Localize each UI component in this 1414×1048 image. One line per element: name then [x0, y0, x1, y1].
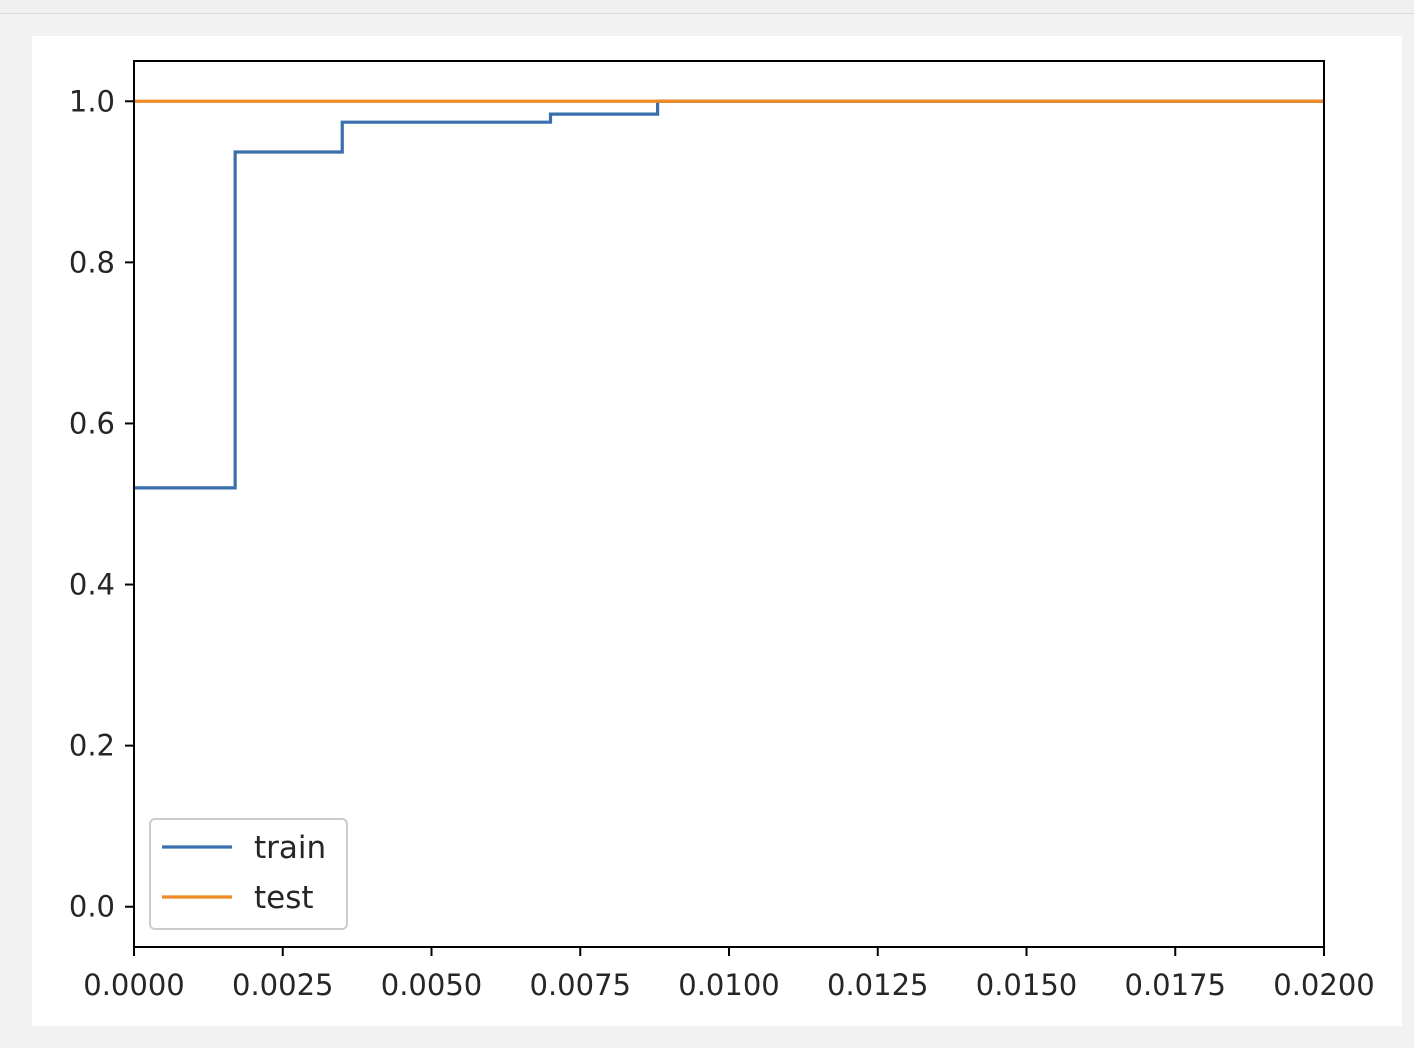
window-top-strip	[0, 0, 1414, 14]
x-tick-label: 0.0050	[381, 968, 482, 1002]
y-tick-label: 0.2	[69, 729, 115, 763]
series-layer	[134, 99, 1324, 490]
plot-background	[134, 61, 1324, 947]
line-chart: 0.0000 0.0025 0.0050 0.0075 0.0100 0.0125 0.01…	[69, 60, 1375, 1002]
legend-label-test: test	[254, 880, 314, 916]
y-tick-label: 1.0	[69, 84, 115, 118]
x-tick-label: 0.0100	[678, 968, 779, 1002]
y-tick-label: 0.8	[69, 245, 115, 279]
x-tick-label: 0.0150	[976, 968, 1077, 1002]
legend: train test	[149, 818, 348, 930]
chart-figure: 0.0000 0.0025 0.0050 0.0075 0.0100 0.0125 0.01…	[32, 36, 1402, 1026]
x-tick-label: 0.0000	[83, 968, 184, 1002]
axes-layer: 0.0000 0.0025 0.0050 0.0075 0.0100 0.0125 0.01…	[69, 60, 1375, 1002]
y-tick-label: 0.6	[69, 406, 115, 440]
series-line-train	[134, 99, 1324, 490]
plot-area	[134, 61, 1324, 947]
y-tick-label: 0.0	[69, 890, 115, 924]
x-tick-label: 0.0125	[827, 968, 928, 1002]
legend-label-train: train	[254, 830, 326, 866]
y-tick-label: 0.4	[69, 568, 115, 602]
x-tick-label: 0.0175	[1125, 968, 1226, 1002]
x-tick-label: 0.0025	[232, 968, 333, 1002]
x-tick-label: 0.0200	[1273, 968, 1374, 1002]
x-tick-label: 0.0075	[530, 968, 631, 1002]
series-group	[134, 99, 1324, 490]
